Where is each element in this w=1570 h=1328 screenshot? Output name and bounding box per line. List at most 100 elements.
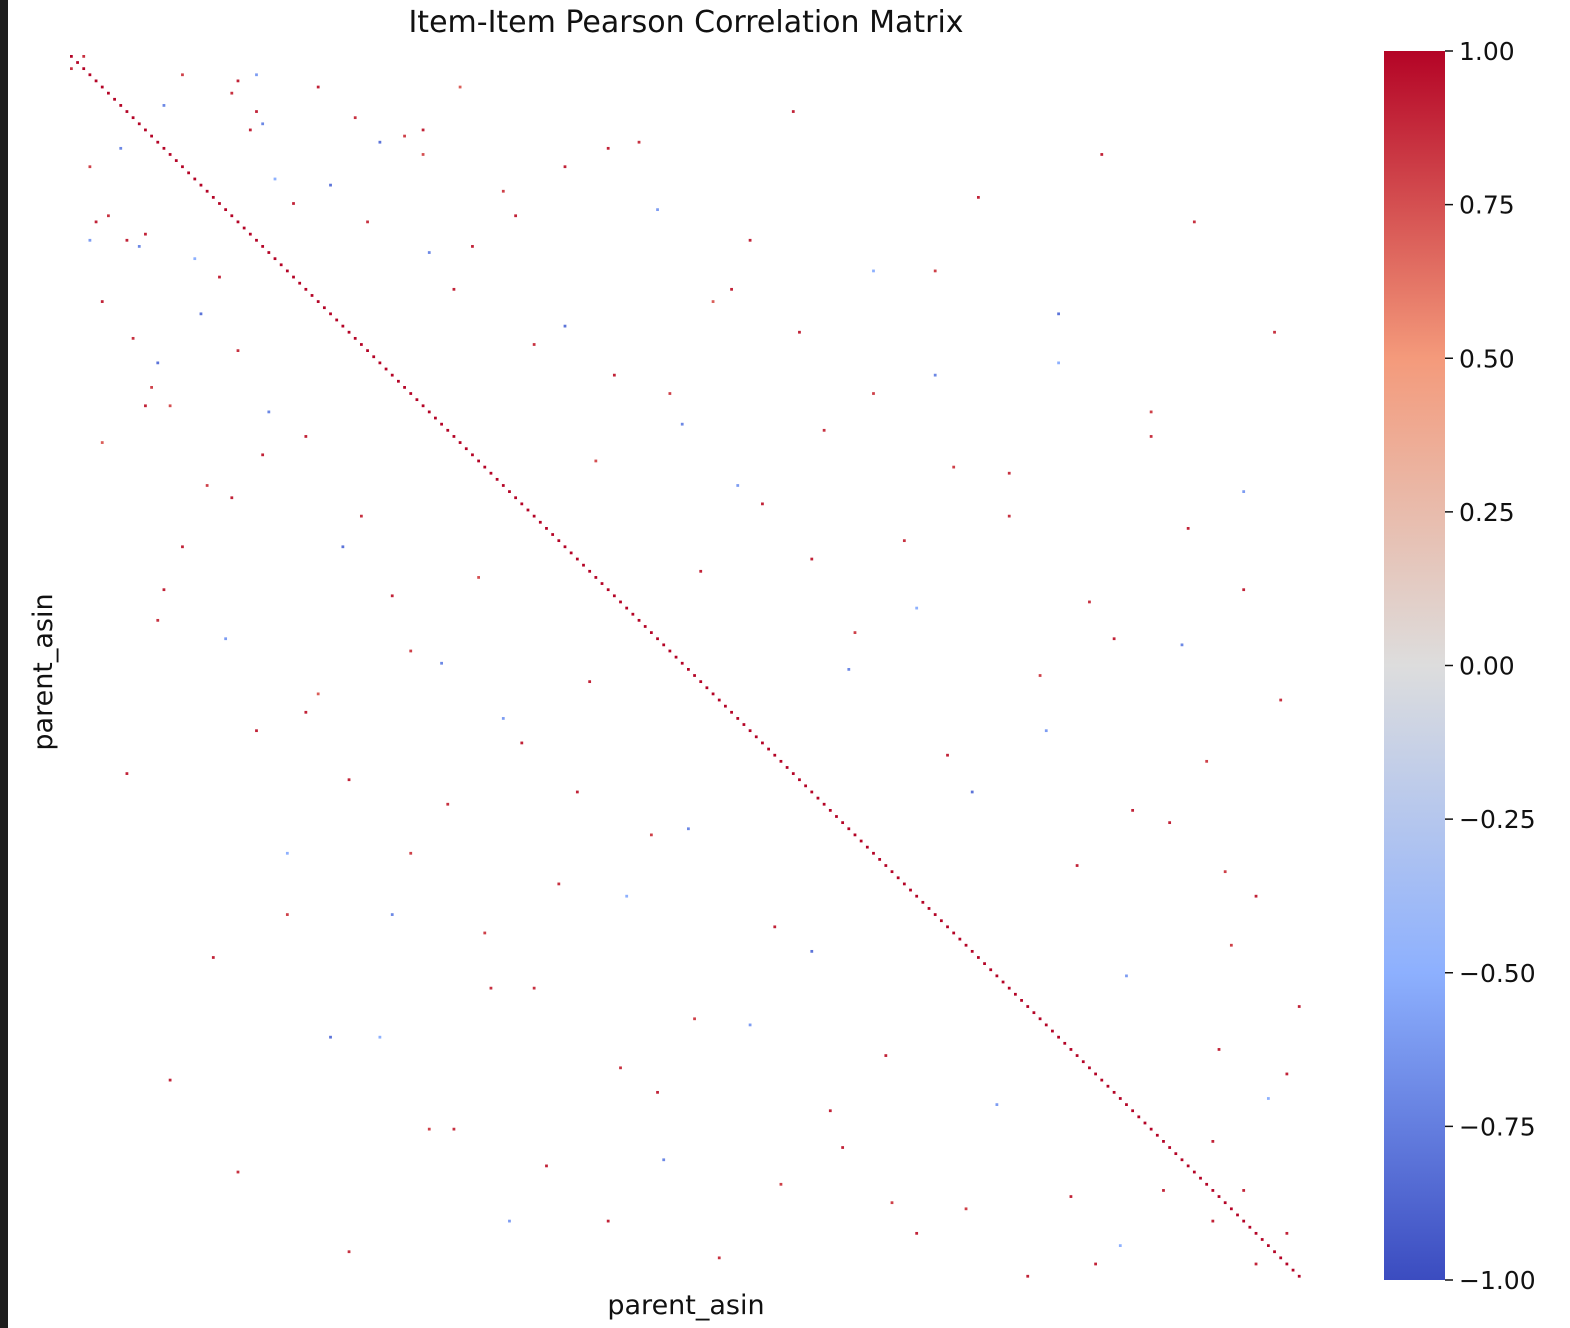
heatmap-cell: [285, 851, 289, 855]
heatmap-cell-diagonal: [1069, 1048, 1073, 1051]
heatmap-cell-diagonal: [779, 759, 783, 763]
heatmap-cell: [359, 514, 363, 518]
heatmap-cell-diagonal: [1168, 1146, 1172, 1149]
heatmap-cell: [1044, 729, 1048, 733]
heatmap-cell: [1279, 698, 1283, 702]
heatmap-cell-diagonal: [921, 900, 925, 904]
heatmap-cell-diagonal: [865, 845, 869, 849]
heatmap-cell-diagonal: [952, 931, 956, 935]
heatmap-cell: [162, 588, 166, 592]
heatmap-cell-diagonal: [218, 202, 221, 205]
heatmap-cell: [748, 1023, 752, 1027]
heatmap-cell-diagonal: [378, 361, 382, 365]
heatmap-cell-diagonal: [933, 913, 937, 916]
heatmap-cell-diagonal: [1057, 1035, 1060, 1039]
heatmap-cell: [1242, 490, 1246, 493]
heatmap-cell-diagonal: [322, 306, 326, 310]
heatmap-cell-diagonal: [976, 956, 980, 959]
heatmap-cell: [292, 202, 295, 205]
heatmap-cell-diagonal: [551, 533, 555, 536]
heatmap-cell-diagonal: [471, 453, 474, 457]
heatmap-cell-diagonal: [526, 508, 530, 512]
heatmap-cell: [390, 594, 394, 598]
heatmap-cell: [761, 502, 764, 506]
heatmap-cell: [606, 1219, 610, 1223]
heatmap-cell: [872, 392, 875, 395]
heatmap-cell-diagonal: [804, 784, 808, 788]
heatmap-cell: [884, 1054, 888, 1057]
heatmap-cell: [501, 189, 505, 193]
heatmap-cell: [1266, 1097, 1270, 1100]
heatmap-cell-diagonal: [273, 257, 277, 261]
heatmap-cell-diagonal: [144, 128, 147, 132]
heatmap-cell: [902, 539, 906, 543]
heatmap-cell: [452, 287, 456, 291]
heatmap-cell: [378, 140, 382, 144]
heatmap-cell-diagonal: [403, 386, 406, 389]
heatmap-cell: [199, 312, 203, 316]
heatmap-cell: [1242, 1189, 1246, 1192]
heatmap-cell-diagonal: [1211, 1189, 1215, 1192]
heatmap-cell-diagonal: [767, 747, 770, 751]
heatmap-cell-diagonal: [236, 220, 240, 224]
heatmap-cell: [748, 238, 752, 242]
heatmap-cell-diagonal: [298, 281, 302, 285]
heatmap-cell-diagonal: [162, 146, 166, 150]
heatmap-cell-diagonal: [674, 655, 678, 659]
heatmap-cell: [82, 55, 86, 58]
heatmap-cell: [1229, 943, 1233, 947]
heatmap-cell-diagonal: [310, 294, 314, 297]
heatmap-cell-diagonal: [711, 692, 715, 696]
heatmap-cell: [316, 692, 320, 696]
colorbar-tick-label: 0.75: [1459, 191, 1515, 220]
heatmap-cell-diagonal: [347, 330, 351, 334]
heatmap-cell-diagonal: [563, 545, 567, 549]
heatmap-cell-diagonal: [446, 428, 450, 432]
heatmap-cell: [952, 465, 956, 469]
heatmap-cell-diagonal: [137, 122, 141, 126]
heatmap-cell: [427, 1127, 431, 1131]
heatmap-cell-diagonal: [329, 312, 332, 316]
heatmap-cell-diagonal: [1205, 1182, 1209, 1186]
heatmap-cell-diagonal: [353, 336, 357, 340]
heatmap-cell-diagonal: [501, 484, 505, 487]
heatmap-cell: [261, 453, 265, 457]
colorbar-tick-label: −0.50: [1459, 959, 1536, 988]
heatmap-cell-diagonal: [261, 245, 265, 248]
heatmap-cell-diagonal: [798, 778, 801, 782]
heatmap-cell: [656, 1090, 659, 1094]
heatmap-cell-diagonal: [1192, 1170, 1196, 1174]
heatmap-cell: [501, 717, 505, 720]
heatmap-cell: [791, 110, 795, 113]
heatmap-cell-diagonal: [964, 943, 968, 947]
colorbar-tick-label: 0.50: [1459, 344, 1515, 373]
heatmap-cell-diagonal: [1260, 1238, 1264, 1241]
heatmap-cell: [144, 404, 147, 408]
heatmap-cell-diagonal: [168, 153, 172, 156]
heatmap-cell: [261, 122, 265, 126]
colorbar: [1384, 51, 1445, 1280]
heatmap-cell-diagonal: [915, 894, 919, 898]
heatmap-cell-diagonal: [773, 753, 777, 757]
heatmap-cell: [341, 545, 345, 549]
window-edge: [0, 0, 8, 1328]
heatmap-cell-diagonal: [656, 637, 659, 641]
heatmap-cell: [1217, 1048, 1221, 1051]
heatmap-cell-diagonal: [427, 410, 431, 414]
colorbar-tick-label: −1.00: [1459, 1266, 1536, 1295]
heatmap-cell-diagonal: [785, 766, 789, 769]
heatmap-cell: [1007, 514, 1011, 518]
heatmap-cell-diagonal: [538, 520, 542, 524]
heatmap-cell-diagonal: [458, 441, 462, 444]
heatmap-cell: [236, 349, 240, 352]
heatmap-cell: [1211, 1140, 1215, 1143]
heatmap-cell: [822, 428, 826, 432]
heatmap-cell-diagonal: [1094, 1072, 1097, 1076]
heatmap-cell: [619, 1066, 622, 1070]
heatmap-cell-diagonal: [909, 888, 912, 892]
heatmap-cell: [1297, 1005, 1301, 1008]
heatmap-cell: [1273, 330, 1276, 334]
heatmap-cell-diagonal: [1186, 1164, 1190, 1168]
heatmap-cell-diagonal: [588, 569, 592, 573]
heatmap-cell-diagonal: [1149, 1127, 1153, 1131]
